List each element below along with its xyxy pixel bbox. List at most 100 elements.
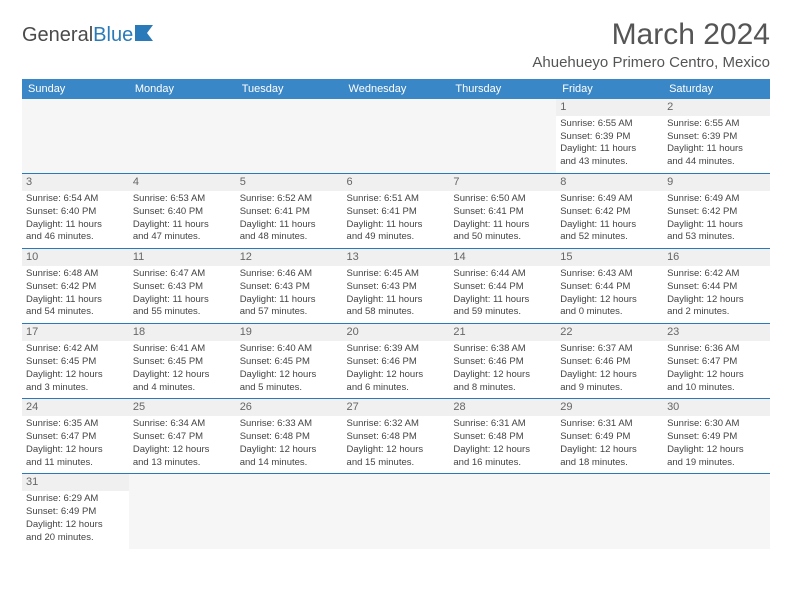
daylight-text: and 8 minutes.	[453, 382, 552, 395]
daylight-text: and 14 minutes.	[240, 457, 339, 470]
sunrise-text: Sunrise: 6:43 AM	[560, 268, 659, 281]
calendar-cell: 26Sunrise: 6:33 AMSunset: 6:48 PMDayligh…	[236, 399, 343, 474]
daylight-text: Daylight: 12 hours	[133, 369, 232, 382]
calendar-week: 24Sunrise: 6:35 AMSunset: 6:47 PMDayligh…	[22, 399, 770, 474]
daylight-text: Daylight: 12 hours	[560, 369, 659, 382]
calendar-cell: 27Sunrise: 6:32 AMSunset: 6:48 PMDayligh…	[343, 399, 450, 474]
sunrise-text: Sunrise: 6:54 AM	[26, 193, 125, 206]
calendar-cell: 29Sunrise: 6:31 AMSunset: 6:49 PMDayligh…	[556, 399, 663, 474]
sunset-text: Sunset: 6:43 PM	[133, 281, 232, 294]
header: GeneralBlue March 2024 Ahuehueyo Primero…	[22, 18, 770, 71]
logo: GeneralBlue	[22, 18, 157, 47]
sunset-text: Sunset: 6:43 PM	[347, 281, 446, 294]
sunset-text: Sunset: 6:42 PM	[560, 206, 659, 219]
day-number: 11	[129, 249, 236, 266]
sunset-text: Sunset: 6:49 PM	[26, 506, 125, 519]
daylight-text: Daylight: 12 hours	[26, 369, 125, 382]
daylight-text: and 13 minutes.	[133, 457, 232, 470]
calendar-cell	[343, 99, 450, 174]
day-number: 25	[129, 399, 236, 416]
daylight-text: Daylight: 11 hours	[667, 219, 766, 232]
day-number: 10	[22, 249, 129, 266]
day-header: Saturday	[663, 79, 770, 99]
sunset-text: Sunset: 6:46 PM	[453, 356, 552, 369]
daylight-text: Daylight: 11 hours	[133, 219, 232, 232]
sunrise-text: Sunrise: 6:33 AM	[240, 418, 339, 431]
sunset-text: Sunset: 6:48 PM	[347, 431, 446, 444]
daylight-text: and 9 minutes.	[560, 382, 659, 395]
daylight-text: and 11 minutes.	[26, 457, 125, 470]
daylight-text: Daylight: 11 hours	[26, 294, 125, 307]
day-number: 15	[556, 249, 663, 266]
calendar-cell: 21Sunrise: 6:38 AMSunset: 6:46 PMDayligh…	[449, 324, 556, 399]
calendar-cell	[236, 474, 343, 549]
daylight-text: and 19 minutes.	[667, 457, 766, 470]
sunrise-text: Sunrise: 6:47 AM	[133, 268, 232, 281]
daylight-text: Daylight: 11 hours	[560, 219, 659, 232]
sunrise-text: Sunrise: 6:42 AM	[26, 343, 125, 356]
daylight-text: and 57 minutes.	[240, 306, 339, 319]
sunset-text: Sunset: 6:46 PM	[560, 356, 659, 369]
day-number: 12	[236, 249, 343, 266]
daylight-text: Daylight: 11 hours	[26, 219, 125, 232]
day-header: Thursday	[449, 79, 556, 99]
daylight-text: and 43 minutes.	[560, 156, 659, 169]
calendar-cell: 16Sunrise: 6:42 AMSunset: 6:44 PMDayligh…	[663, 249, 770, 324]
sunset-text: Sunset: 6:45 PM	[133, 356, 232, 369]
sunrise-text: Sunrise: 6:52 AM	[240, 193, 339, 206]
flag-icon	[135, 24, 157, 47]
day-number: 22	[556, 324, 663, 341]
day-header: Wednesday	[343, 79, 450, 99]
day-number: 14	[449, 249, 556, 266]
day-number: 2	[663, 99, 770, 116]
calendar-cell: 24Sunrise: 6:35 AMSunset: 6:47 PMDayligh…	[22, 399, 129, 474]
day-header: Sunday	[22, 79, 129, 99]
daylight-text: and 6 minutes.	[347, 382, 446, 395]
sunset-text: Sunset: 6:44 PM	[453, 281, 552, 294]
calendar-cell	[129, 474, 236, 549]
daylight-text: Daylight: 12 hours	[240, 444, 339, 457]
daylight-text: and 46 minutes.	[26, 231, 125, 244]
sunset-text: Sunset: 6:44 PM	[667, 281, 766, 294]
sunset-text: Sunset: 6:43 PM	[240, 281, 339, 294]
daylight-text: Daylight: 12 hours	[560, 444, 659, 457]
daylight-text: Daylight: 12 hours	[26, 519, 125, 532]
sunrise-text: Sunrise: 6:35 AM	[26, 418, 125, 431]
sunset-text: Sunset: 6:42 PM	[667, 206, 766, 219]
calendar-week: 31 Sunrise: 6:29 AMSunset: 6:49 PMDayligh…	[22, 474, 770, 549]
sunset-text: Sunset: 6:44 PM	[560, 281, 659, 294]
sunrise-text: Sunrise: 6:42 AM	[667, 268, 766, 281]
sunrise-text: Sunrise: 6:29 AM	[26, 493, 125, 506]
calendar-cell: 6Sunrise: 6:51 AMSunset: 6:41 PMDaylight…	[343, 174, 450, 249]
sunset-text: Sunset: 6:40 PM	[133, 206, 232, 219]
daylight-text: and 52 minutes.	[560, 231, 659, 244]
daylight-text: and 50 minutes.	[453, 231, 552, 244]
calendar-cell	[129, 99, 236, 174]
sunrise-text: Sunrise: 6:34 AM	[133, 418, 232, 431]
calendar-cell: 19Sunrise: 6:40 AMSunset: 6:45 PMDayligh…	[236, 324, 343, 399]
daylight-text: and 58 minutes.	[347, 306, 446, 319]
calendar-cell: 17Sunrise: 6:42 AMSunset: 6:45 PMDayligh…	[22, 324, 129, 399]
day-number: 18	[129, 324, 236, 341]
sunrise-text: Sunrise: 6:49 AM	[560, 193, 659, 206]
sunset-text: Sunset: 6:49 PM	[667, 431, 766, 444]
calendar-cell: 9Sunrise: 6:49 AMSunset: 6:42 PMDaylight…	[663, 174, 770, 249]
sunrise-text: Sunrise: 6:39 AM	[347, 343, 446, 356]
daylight-text: and 3 minutes.	[26, 382, 125, 395]
day-number: 3	[22, 174, 129, 191]
day-number: 7	[449, 174, 556, 191]
daylight-text: and 2 minutes.	[667, 306, 766, 319]
day-number: 24	[22, 399, 129, 416]
day-number: 27	[343, 399, 450, 416]
sunrise-text: Sunrise: 6:37 AM	[560, 343, 659, 356]
day-number: 20	[343, 324, 450, 341]
sunrise-text: Sunrise: 6:53 AM	[133, 193, 232, 206]
daylight-text: and 4 minutes.	[133, 382, 232, 395]
daylight-text: Daylight: 12 hours	[453, 444, 552, 457]
calendar-cell: 18Sunrise: 6:41 AMSunset: 6:45 PMDayligh…	[129, 324, 236, 399]
day-number: 31	[22, 474, 129, 491]
sunrise-text: Sunrise: 6:38 AM	[453, 343, 552, 356]
calendar-cell: 3Sunrise: 6:54 AMSunset: 6:40 PMDaylight…	[22, 174, 129, 249]
daylight-text: Daylight: 12 hours	[667, 444, 766, 457]
sunrise-text: Sunrise: 6:55 AM	[560, 118, 659, 131]
